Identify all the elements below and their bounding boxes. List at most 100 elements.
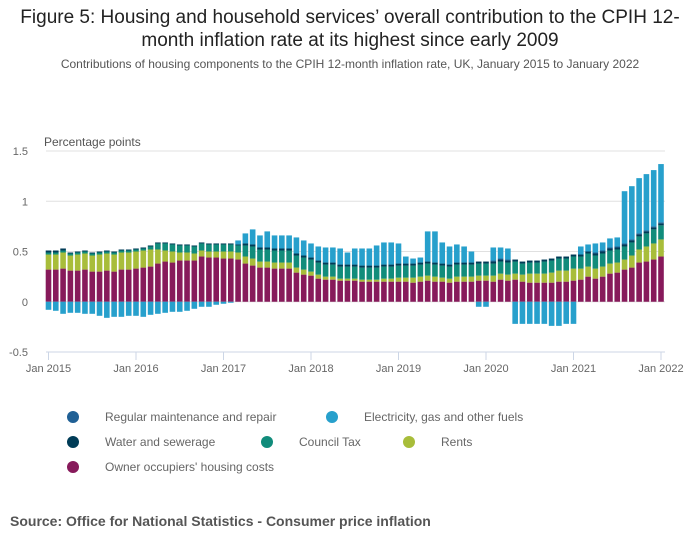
bar-segment: [373, 265, 380, 268]
bar-segment: [257, 249, 263, 262]
bar-segment: [410, 265, 416, 278]
bar-segment: [74, 252, 81, 255]
chart-title: Figure 5: Housing and household services…: [20, 7, 680, 51]
bar-segment: [395, 265, 402, 278]
bar-segment: [169, 262, 176, 302]
bar-segment: [650, 227, 657, 230]
bar-segment: [322, 247, 329, 263]
bar-segment: [45, 250, 52, 253]
bar-segment: [490, 247, 497, 261]
bar-segment: [548, 272, 555, 283]
bar-segment: [322, 264, 329, 277]
legend-item-rents[interactable]: Rents: [403, 435, 472, 449]
legend-item-regular-maintenance[interactable]: Regular maintenance and repair: [67, 410, 276, 424]
bar-segment: [286, 268, 292, 302]
bar-segment: [220, 258, 227, 302]
bar-segment: [592, 255, 599, 269]
bar-segment: [300, 257, 307, 270]
bar-segment: [402, 281, 409, 302]
y-axis-ticks: -0.5 0 0.5 1 1.5: [9, 146, 28, 359]
y-tick-label: 0: [22, 297, 28, 309]
bar-segment: [490, 261, 497, 264]
bar-segment: [592, 268, 599, 279]
bar-segment: [300, 255, 307, 258]
bar-segment: [629, 267, 635, 302]
bar-segment: [410, 258, 416, 264]
bar-segment: [592, 243, 599, 253]
bar-segment: [213, 243, 220, 245]
bar-segment: [636, 236, 642, 250]
bar-segment: [257, 267, 263, 302]
bar-segment: [592, 252, 599, 254]
bar-segment: [643, 233, 650, 247]
x-tick-label: Jan 2015: [26, 363, 71, 375]
bar-segment: [512, 273, 518, 280]
bar-segment: [82, 250, 88, 252]
bar-segment: [344, 252, 351, 265]
bar-segment: [658, 256, 664, 302]
bar-segment: [614, 237, 621, 247]
bar-segment: [359, 281, 365, 302]
bar-segment: [111, 301, 117, 317]
bar-segment: [556, 256, 562, 259]
bar-segment: [89, 253, 96, 256]
bar-segment: [125, 250, 132, 253]
bar-segment: [424, 280, 431, 302]
bar-segment: [577, 279, 584, 302]
bar-segment: [60, 268, 66, 302]
bar-segment: [191, 260, 198, 302]
bar-segment: [621, 243, 628, 245]
legend-item-owner-occupiers[interactable]: Owner occupiers' housing costs: [67, 460, 274, 474]
bar-segment: [271, 250, 278, 263]
bar-segment: [96, 254, 103, 272]
bar-segment: [454, 262, 460, 265]
bar-segment: [191, 245, 198, 247]
bar-segment: [133, 251, 139, 269]
bar-segment: [417, 281, 424, 302]
bar-segment: [67, 301, 74, 313]
bar-segment: [293, 237, 300, 254]
bar-segment: [483, 280, 489, 302]
bar-segment: [629, 239, 635, 241]
bar-segment: [395, 277, 402, 282]
bar-segment: [337, 248, 343, 265]
bar-segment: [308, 243, 314, 258]
bar-segment: [505, 259, 511, 261]
bar-segment: [461, 262, 467, 265]
bar-segment: [556, 270, 562, 282]
bar-segment: [512, 261, 518, 274]
legend-label: Electricity, gas and other fuels: [364, 410, 524, 424]
bar-segment: [308, 275, 314, 302]
bar-segment: [220, 244, 227, 252]
bar-segment: [293, 272, 300, 302]
bar-segment: [155, 243, 161, 250]
bar-segment: [402, 256, 409, 264]
bar-segment: [505, 262, 511, 275]
bar-segment: [242, 256, 249, 264]
bar-segment: [176, 245, 183, 253]
bar-segment: [475, 275, 482, 281]
legend-item-electricity[interactable]: Electricity, gas and other fuels: [326, 410, 523, 424]
bar-segment: [366, 267, 373, 280]
bar-segment: [381, 281, 387, 302]
bar-segment: [96, 301, 103, 316]
bar-segment: [235, 259, 241, 302]
legend-item-water[interactable]: Water and sewerage: [67, 435, 215, 449]
bar-segment: [162, 250, 168, 262]
bar-segment: [381, 278, 387, 282]
legend-item-council-tax[interactable]: Council Tax: [261, 435, 361, 449]
legend-dot-icon: [67, 461, 79, 473]
bar-segment: [490, 281, 497, 302]
bar-segment: [60, 252, 66, 269]
bar-segment: [271, 262, 278, 269]
bar-segment: [563, 301, 570, 324]
bar-segment: [162, 243, 168, 251]
bar-segment: [104, 270, 110, 302]
y-tick-label: -0.5: [9, 347, 28, 359]
bar-segment: [213, 301, 220, 305]
bar-segment: [490, 275, 497, 282]
bar-segment: [315, 260, 322, 263]
bar-segment: [169, 251, 176, 263]
bar-segment: [140, 267, 147, 302]
bar-segment: [140, 248, 147, 251]
